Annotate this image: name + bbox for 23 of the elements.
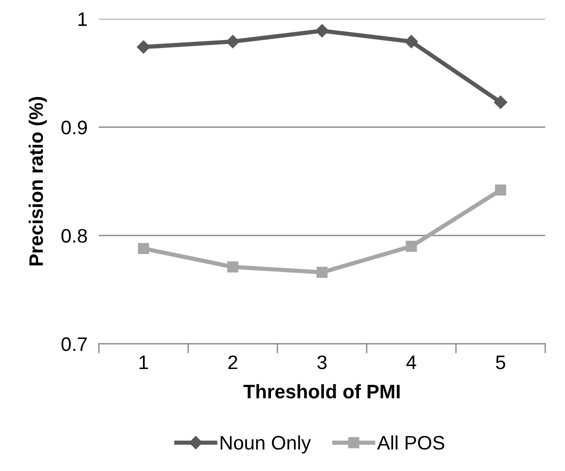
legend-label: Noun Only [220,435,311,454]
y-tick-label: 0.8 [61,228,87,243]
point [404,35,418,48]
y-tick-label: 1 [78,12,87,26]
x-tick-label: 1 [140,356,148,370]
x-tick-label: 3 [317,355,327,370]
point [494,96,508,109]
point [226,35,240,48]
legend-label: All POS [377,435,444,450]
y-tick-label: 0.9 [61,120,87,134]
y-axis-title: Precision ratio (%) [28,96,47,266]
point [138,242,150,254]
point [495,184,506,196]
point [406,240,417,252]
point [315,24,329,38]
point [136,40,150,54]
y-tick-label: 0.7 [61,337,87,352]
point [227,261,238,272]
x-tick-label: 4 [406,356,416,370]
x-tick-label: 2 [228,355,238,370]
x-axis-title: Threshold of PMI [243,384,400,398]
x-tick-label: 5 [496,356,506,370]
point [316,266,328,278]
